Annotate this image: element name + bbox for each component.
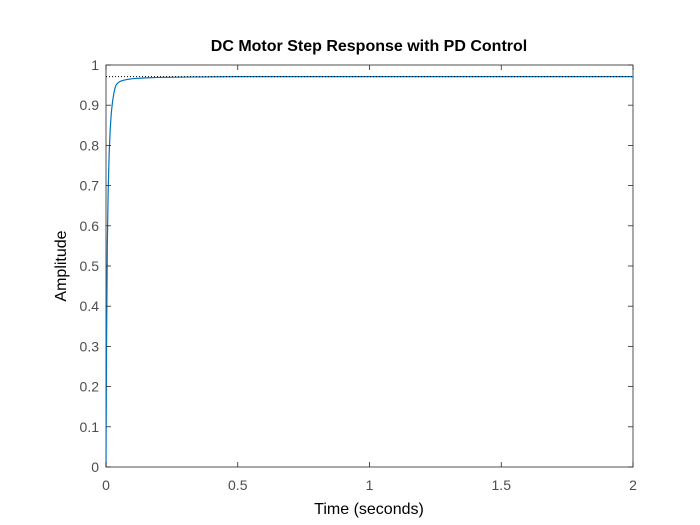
x-tick-label: 1 xyxy=(366,477,374,493)
x-axis-label: Time (seconds) xyxy=(314,501,424,518)
y-tick-label: 0.1 xyxy=(80,419,100,435)
y-tick-label: 0.8 xyxy=(80,137,100,153)
axes-box xyxy=(105,64,634,468)
y-axis-label: Amplitude xyxy=(53,230,70,301)
x-tick-label: 0 xyxy=(102,477,110,493)
x-tick-label: 0.5 xyxy=(228,477,248,493)
x-tick-label: 1.5 xyxy=(492,477,512,493)
y-tick-label: 0.3 xyxy=(80,338,100,354)
tick-layer: 0 0.5 1 1.5 2 0 0.1 0.2 0.3 0.4 0.5 0.6 0.7 0.8 0.9 1 xyxy=(80,57,638,493)
series-layer xyxy=(105,76,633,468)
y-tick-label: 1 xyxy=(91,57,99,73)
x-tick-label: 2 xyxy=(629,477,637,493)
y-tick-label: 0.4 xyxy=(80,298,100,314)
y-tick-label: 0 xyxy=(91,459,99,475)
y-tick-label: 0.9 xyxy=(80,97,100,113)
y-tick-label: 0.5 xyxy=(80,258,100,274)
y-tick-label: 0.2 xyxy=(80,379,100,395)
y-tick-label: 0.7 xyxy=(80,178,100,194)
y-tick-label: 0.6 xyxy=(80,218,100,234)
plot-area: 0 0.5 1 1.5 2 0 0.1 0.2 0.3 0.4 0.5 0.6 0.7 0.8 0.9 1 xyxy=(80,57,638,493)
chart-title: DC Motor Step Response with PD Control xyxy=(211,38,527,55)
